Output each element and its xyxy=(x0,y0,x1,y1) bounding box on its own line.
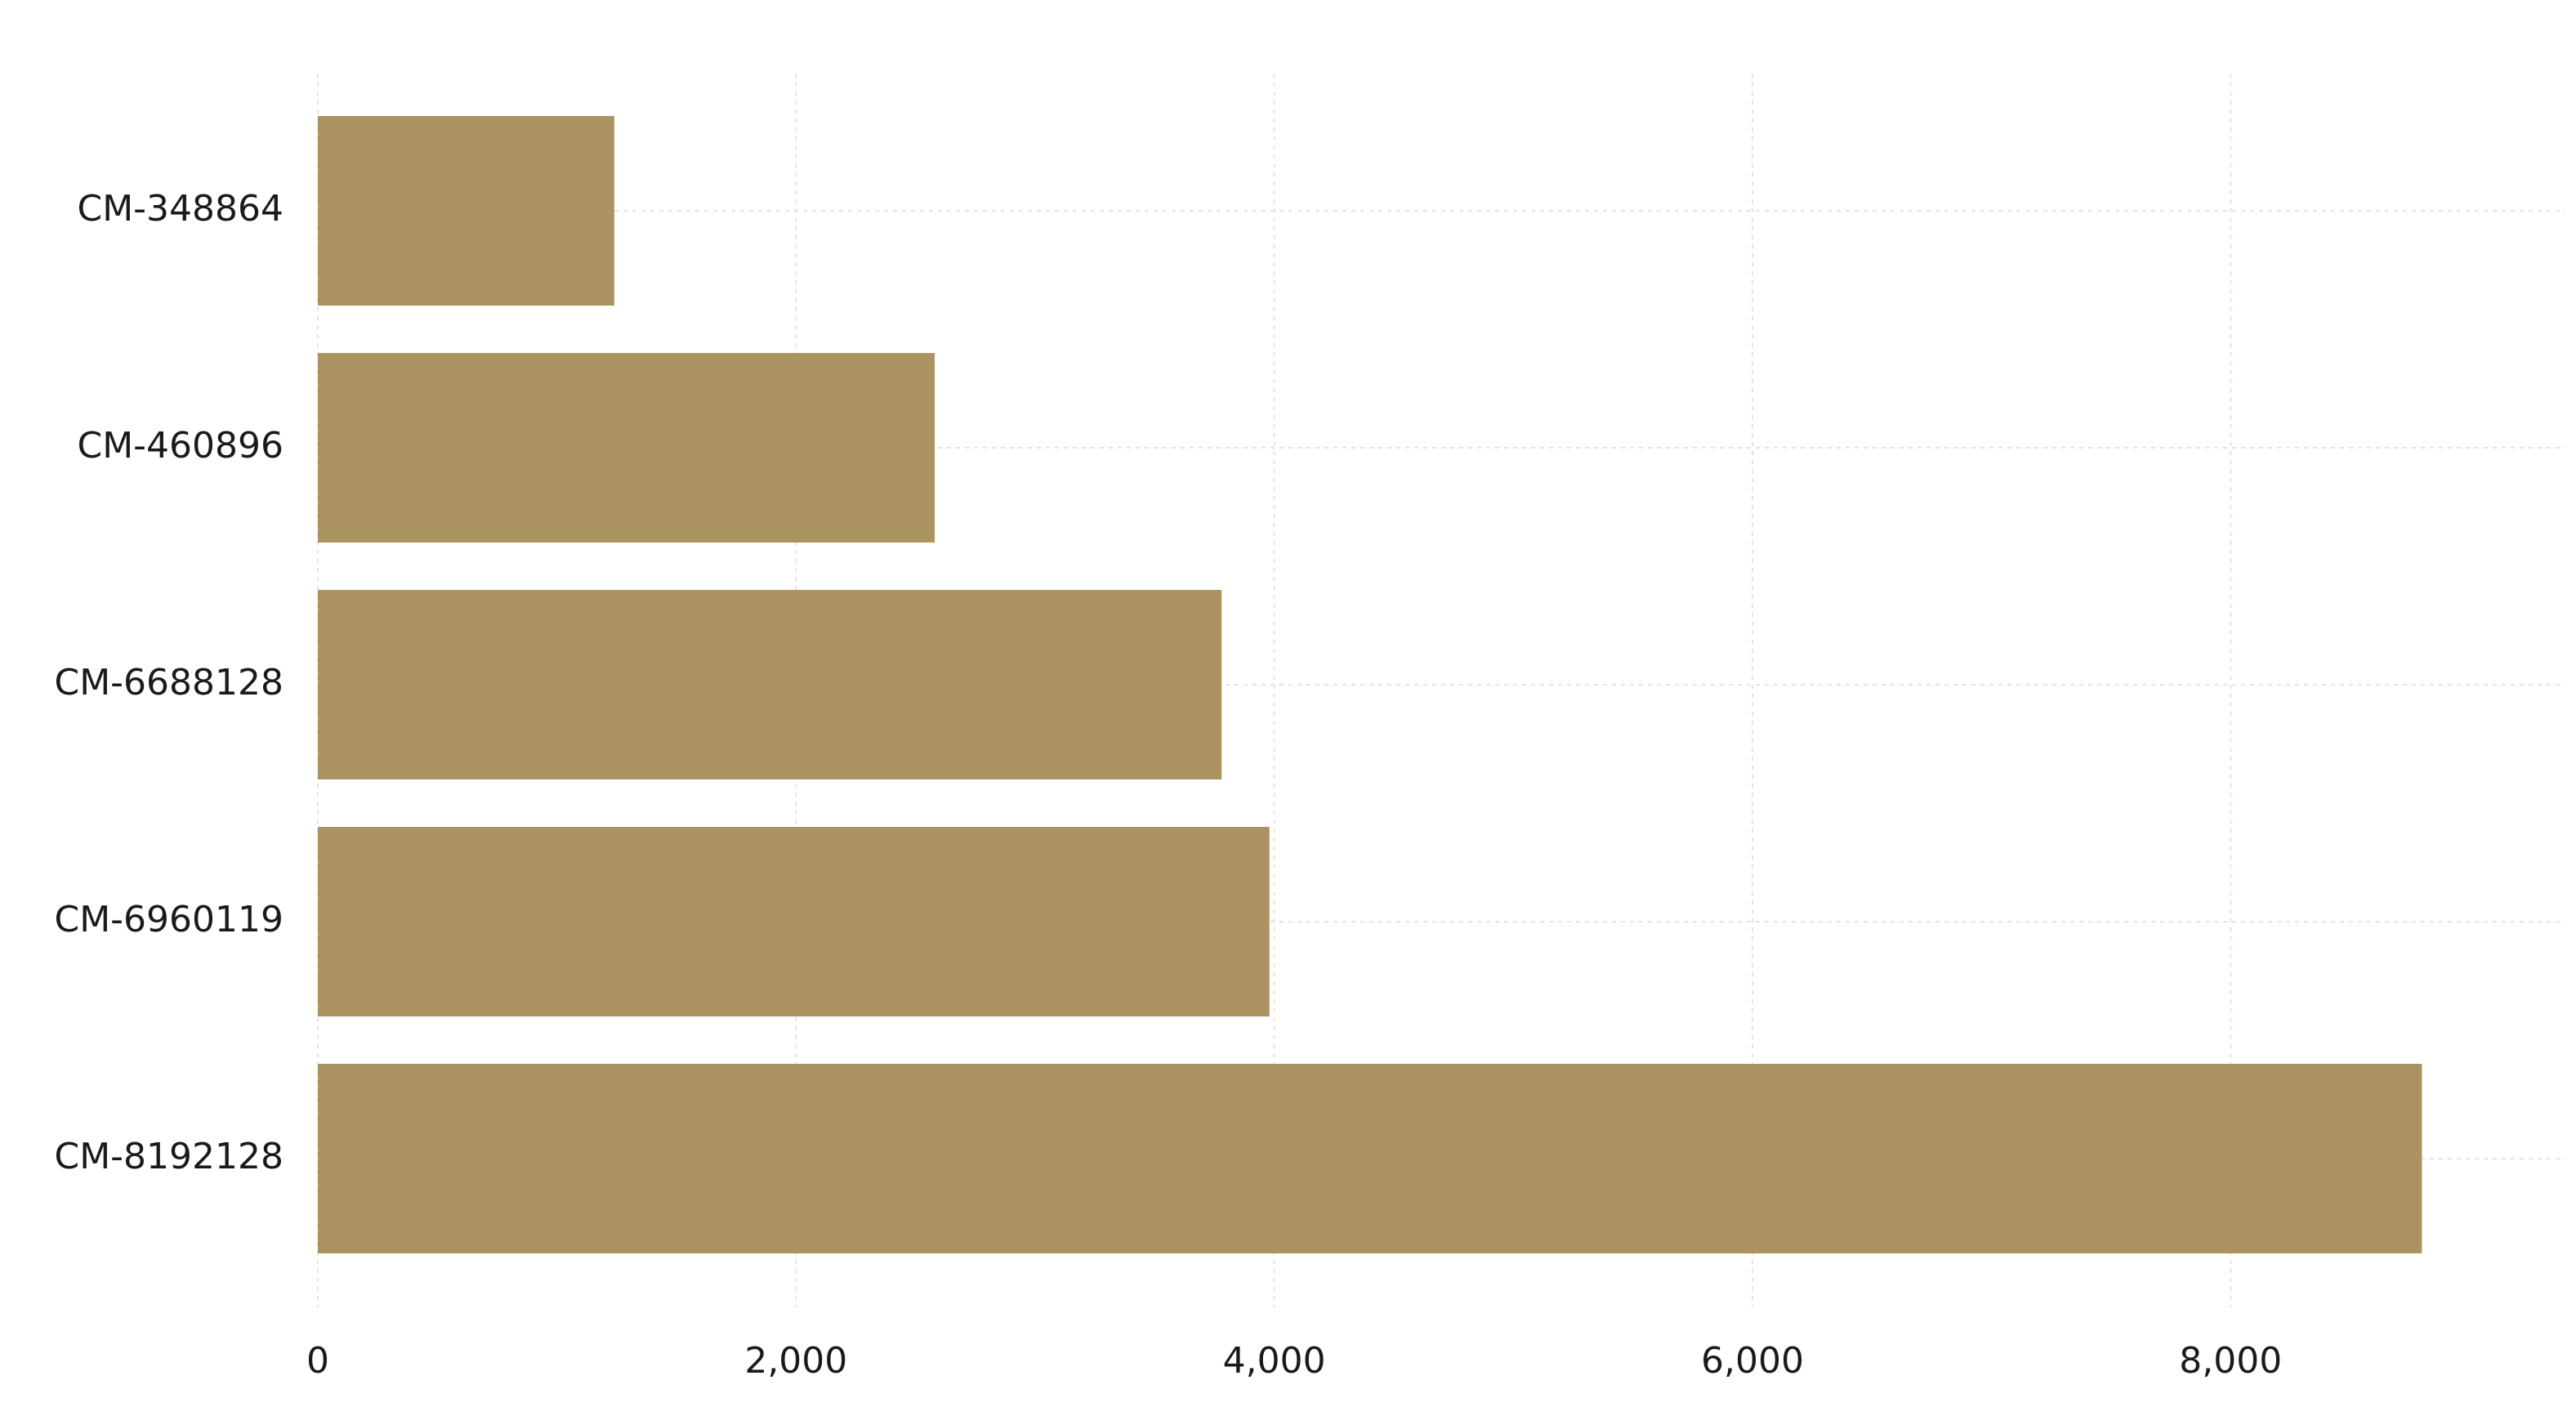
x-axis-ticks: 0 2,000 4,000 6,000 8,000 xyxy=(306,1340,2282,1382)
bar-CM-460896 xyxy=(318,353,935,543)
y-axis-labels: CM-348864 CM-460896 CM-6688128 CM-6960119 CM… xyxy=(54,188,283,1177)
category-label: CM-8192128 xyxy=(54,1136,283,1177)
category-label: CM-348864 xyxy=(77,188,283,230)
bar-CM-6688128 xyxy=(318,590,1222,779)
bar-CM-348864 xyxy=(318,116,614,306)
category-label: CM-6688128 xyxy=(54,662,283,704)
bar-layer xyxy=(318,116,2422,1253)
category-label: CM-6960119 xyxy=(54,899,283,940)
x-tick-label: 4,000 xyxy=(1223,1340,1326,1382)
bar-CM-6960119 xyxy=(318,827,1270,1016)
bar-CM-8192128 xyxy=(318,1064,2422,1253)
x-tick-label: 8,000 xyxy=(2179,1340,2282,1382)
x-tick-label: 6,000 xyxy=(1701,1340,1804,1382)
x-tick-label: 0 xyxy=(306,1340,329,1382)
x-tick-label: 2,000 xyxy=(744,1340,847,1382)
category-label: CM-460896 xyxy=(77,425,283,467)
